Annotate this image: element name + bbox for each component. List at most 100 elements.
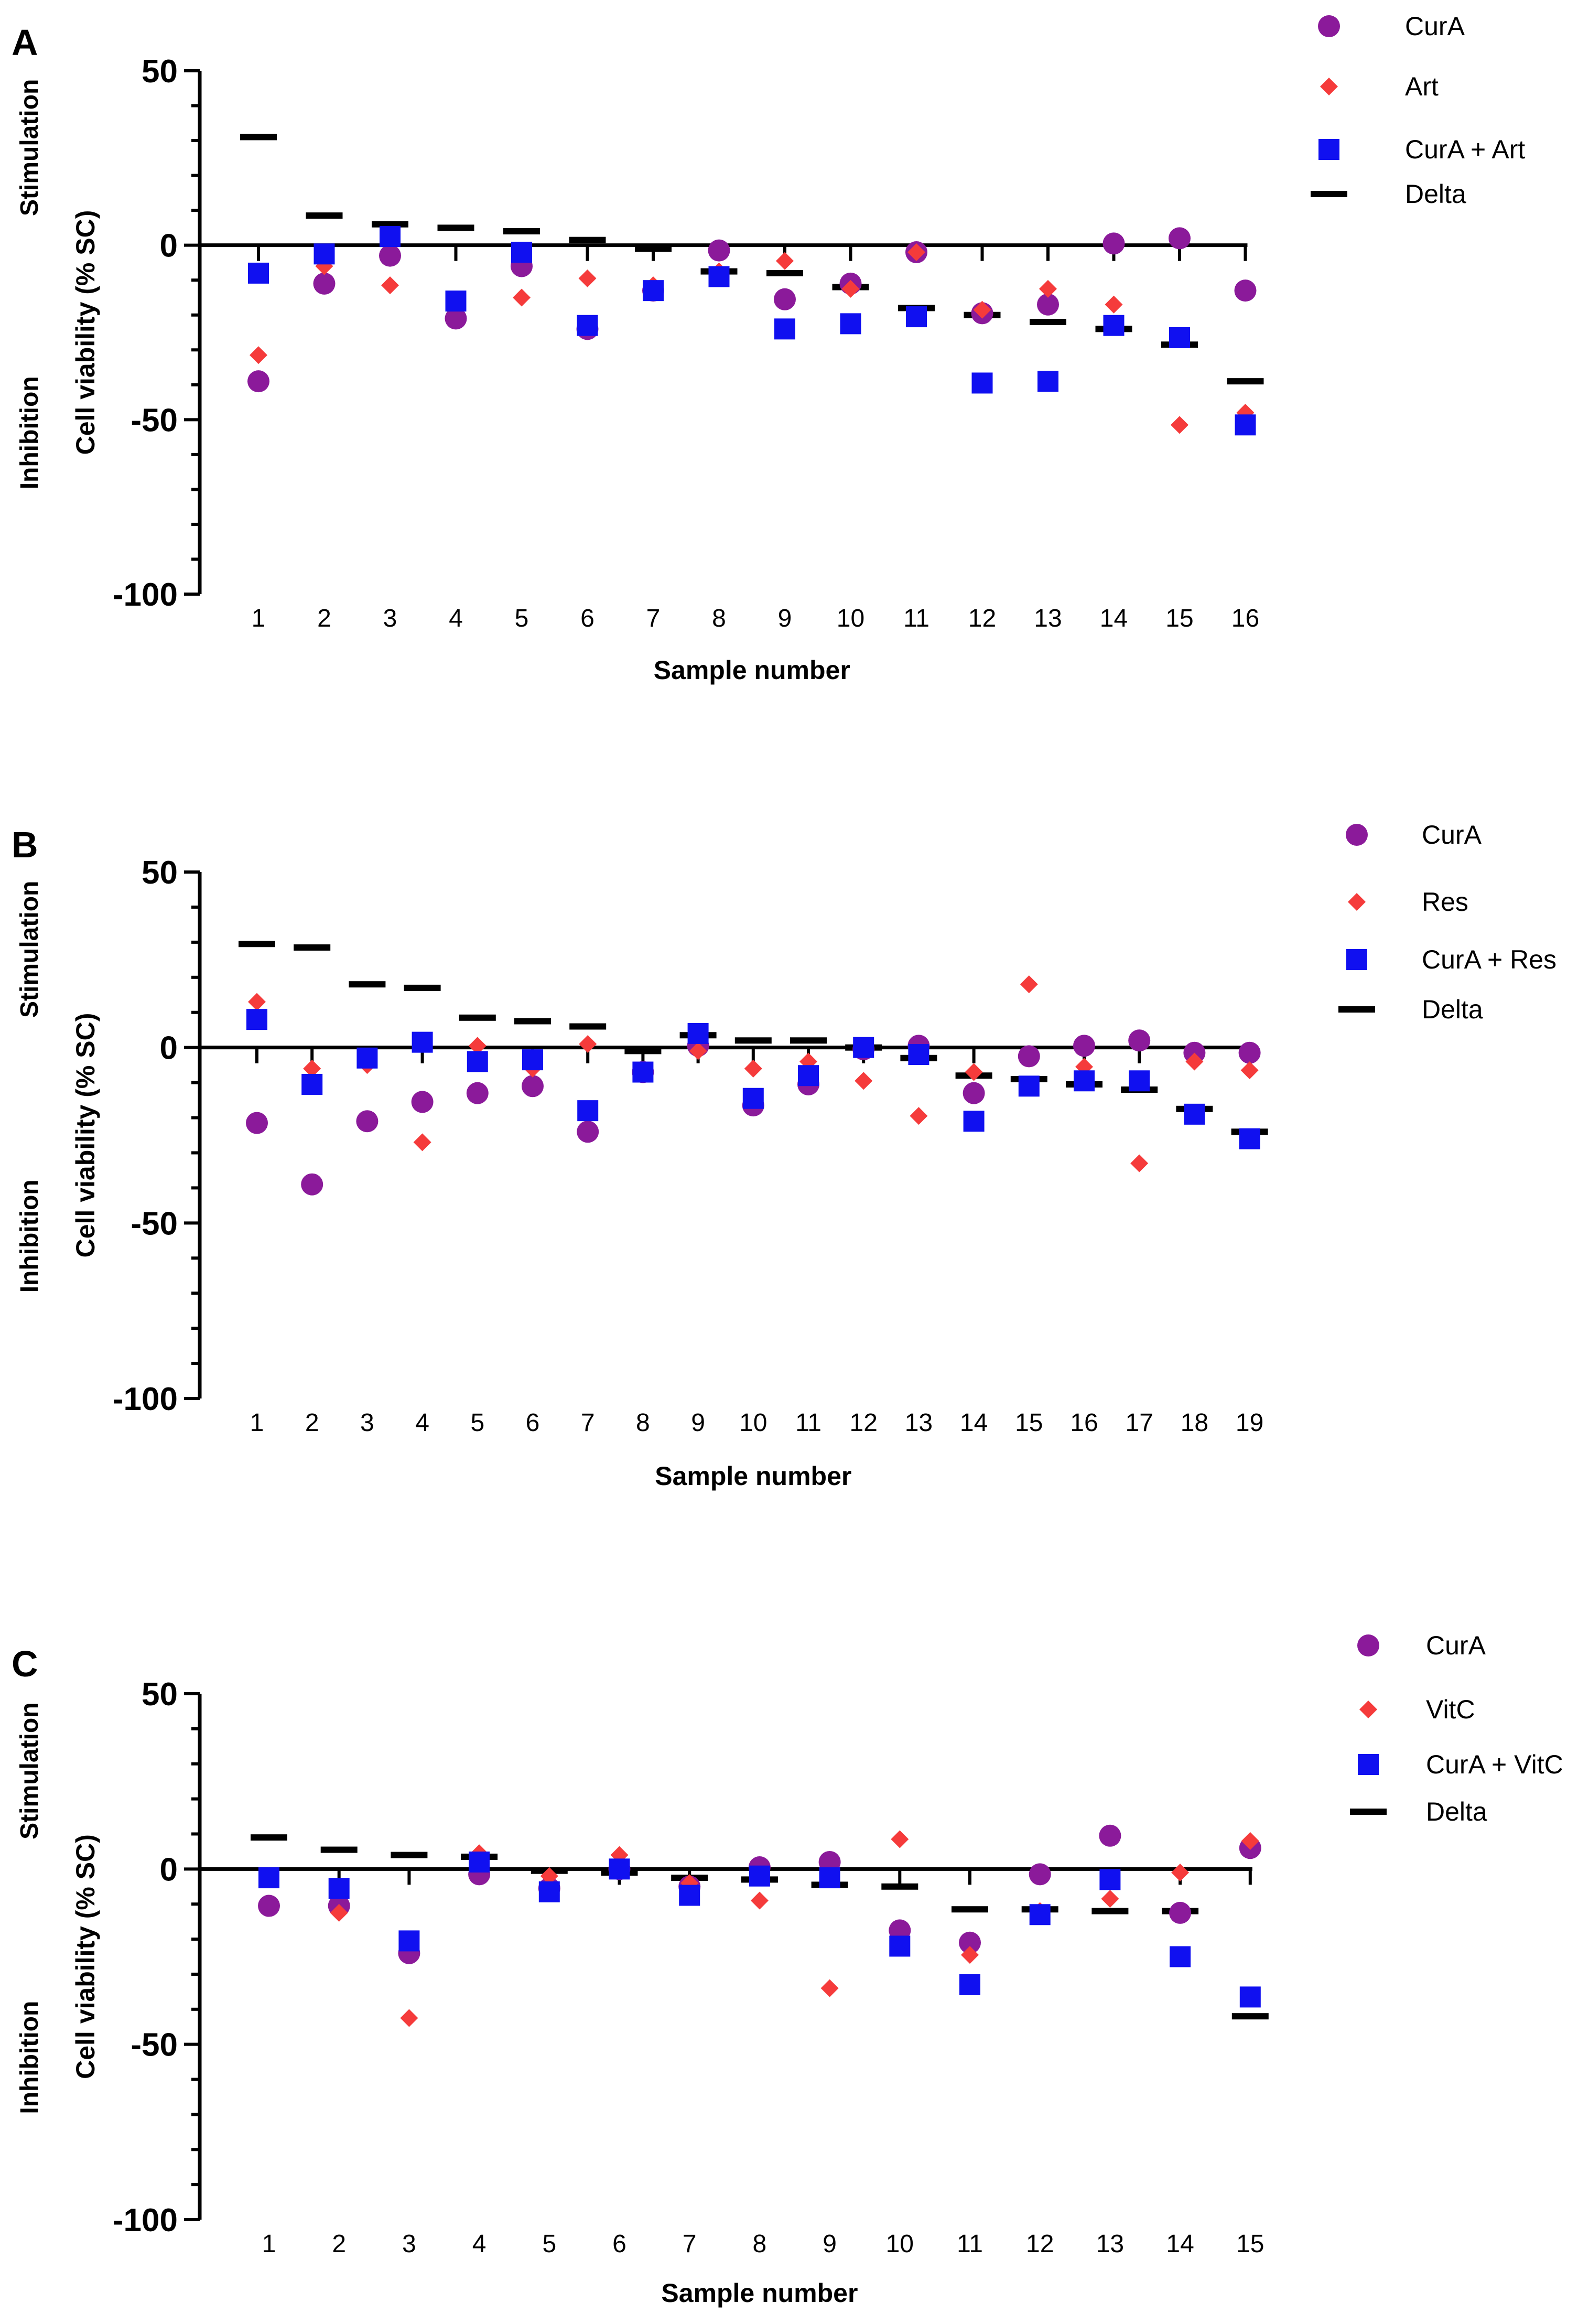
legend-square-marker <box>1346 949 1367 970</box>
x-axis-title: Sample number <box>654 655 850 685</box>
square-point <box>1018 1075 1040 1097</box>
diamond-point <box>907 243 925 261</box>
square-point <box>1029 1904 1051 1925</box>
dash-point <box>349 981 386 988</box>
x-tick-label: 12 <box>850 1409 878 1437</box>
x-tick-label: 3 <box>383 605 397 632</box>
stimulation-label: Stimulation <box>16 1703 44 1839</box>
x-tick-label: 14 <box>960 1409 988 1437</box>
x-tick-label: 9 <box>778 605 792 632</box>
x-tick-label: 7 <box>683 2230 697 2258</box>
dash-point <box>391 1852 428 1858</box>
x-tick-label: 6 <box>612 2230 626 2258</box>
series-cura-vitc <box>258 1851 1261 2008</box>
diamond-point <box>961 1946 979 1964</box>
legend-label: CurA <box>1426 1631 1486 1660</box>
square-point <box>1037 371 1058 392</box>
diamond-point <box>1130 1154 1149 1172</box>
square-point <box>853 1037 874 1058</box>
legend-label: CurA + Art <box>1405 135 1525 164</box>
x-tick-label: 11 <box>795 1409 821 1437</box>
panel-letter: A <box>12 22 38 63</box>
diamond-point <box>468 1037 487 1055</box>
legend-label: CurA + Res <box>1422 945 1556 974</box>
x-tick-label: 7 <box>581 1409 595 1437</box>
circle-point <box>774 288 796 310</box>
x-tick-label: 10 <box>837 605 864 632</box>
diamond-point <box>330 1903 348 1922</box>
dash-point <box>766 270 803 276</box>
x-tick-label: 3 <box>360 1409 374 1437</box>
x-tick-label: 14 <box>1166 2230 1194 2258</box>
square-point <box>258 1867 279 1889</box>
x-tick-label: 9 <box>823 2230 837 2258</box>
square-point <box>971 372 993 394</box>
dash-point <box>734 1037 772 1044</box>
square-point <box>356 1047 378 1069</box>
x-tick-label: 12 <box>1026 2230 1054 2258</box>
x-axis-title: Sample number <box>655 1461 851 1491</box>
square-point <box>398 1930 420 1952</box>
inhibition-label: Inhibition <box>16 2001 44 2114</box>
y-tick-label: 0 <box>160 228 178 264</box>
diamond-point <box>1101 1890 1119 1908</box>
circle-point <box>963 1082 985 1104</box>
x-tick-label: 17 <box>1126 1409 1153 1437</box>
diamond-point <box>1020 975 1038 994</box>
square-point <box>643 280 664 302</box>
y-tick-label: -100 <box>113 1381 178 1417</box>
circle-point <box>959 1931 981 1954</box>
circle-point <box>1128 1029 1151 1052</box>
y-axis-title: Cell viability (% SC) <box>71 1013 100 1258</box>
legend-diamond-marker <box>1320 78 1338 95</box>
circle-point <box>1037 293 1059 316</box>
circle-point <box>522 1075 544 1098</box>
x-tick-label: 13 <box>1034 605 1062 632</box>
square-point <box>511 241 532 263</box>
y-tick-label: 0 <box>160 1030 178 1067</box>
diamond-point <box>776 252 794 270</box>
y-tick-label: 50 <box>142 1676 178 1713</box>
circle-point <box>1018 1045 1040 1068</box>
diamond-point <box>965 1063 983 1081</box>
stimulation-label: Stimulation <box>16 881 44 1018</box>
x-tick-label: 19 <box>1236 1409 1263 1437</box>
diamond-point <box>841 279 860 298</box>
circle-point <box>577 1121 599 1143</box>
x-tick-label: 14 <box>1100 605 1128 632</box>
diamond-point <box>513 288 531 307</box>
circle-point <box>466 1082 489 1104</box>
y-axis-title: Cell viability (% SC) <box>71 1834 100 2079</box>
x-tick-label: 15 <box>1165 605 1193 632</box>
square-point <box>819 1867 840 1889</box>
x-tick-label: 5 <box>470 1409 484 1437</box>
square-point <box>445 290 467 312</box>
diamond-point <box>540 1867 558 1885</box>
y-tick-label: 50 <box>142 855 178 891</box>
circle-point <box>1102 232 1125 255</box>
square-point <box>467 1051 488 1072</box>
dash-point <box>569 236 606 243</box>
diamond-point <box>1241 1832 1259 1850</box>
square-point <box>380 226 401 248</box>
x-tick-label: 5 <box>515 605 529 632</box>
series-cura-art <box>248 226 1256 436</box>
dash-point <box>1091 1908 1129 1914</box>
x-tick-label: 15 <box>1236 2230 1264 2258</box>
legend-label: Delta <box>1426 1797 1487 1826</box>
square-point <box>1170 1946 1191 1967</box>
square-point <box>906 306 927 328</box>
dash-point <box>306 212 343 219</box>
circle-point <box>1234 279 1257 302</box>
dash-point <box>624 1048 662 1055</box>
y-tick-label: -100 <box>113 2202 178 2239</box>
inhibition-label: Inhibition <box>16 376 44 489</box>
square-point <box>1235 414 1256 436</box>
legend-label: CurA <box>1422 820 1482 849</box>
x-tick-label: 6 <box>580 605 594 632</box>
x-tick-label: 1 <box>262 2230 276 2258</box>
x-axis-title: Sample number <box>661 2278 858 2308</box>
legend-label: CurA <box>1405 12 1465 41</box>
panel-letter: C <box>12 1643 38 1684</box>
legend-dash-marker <box>1311 191 1347 197</box>
